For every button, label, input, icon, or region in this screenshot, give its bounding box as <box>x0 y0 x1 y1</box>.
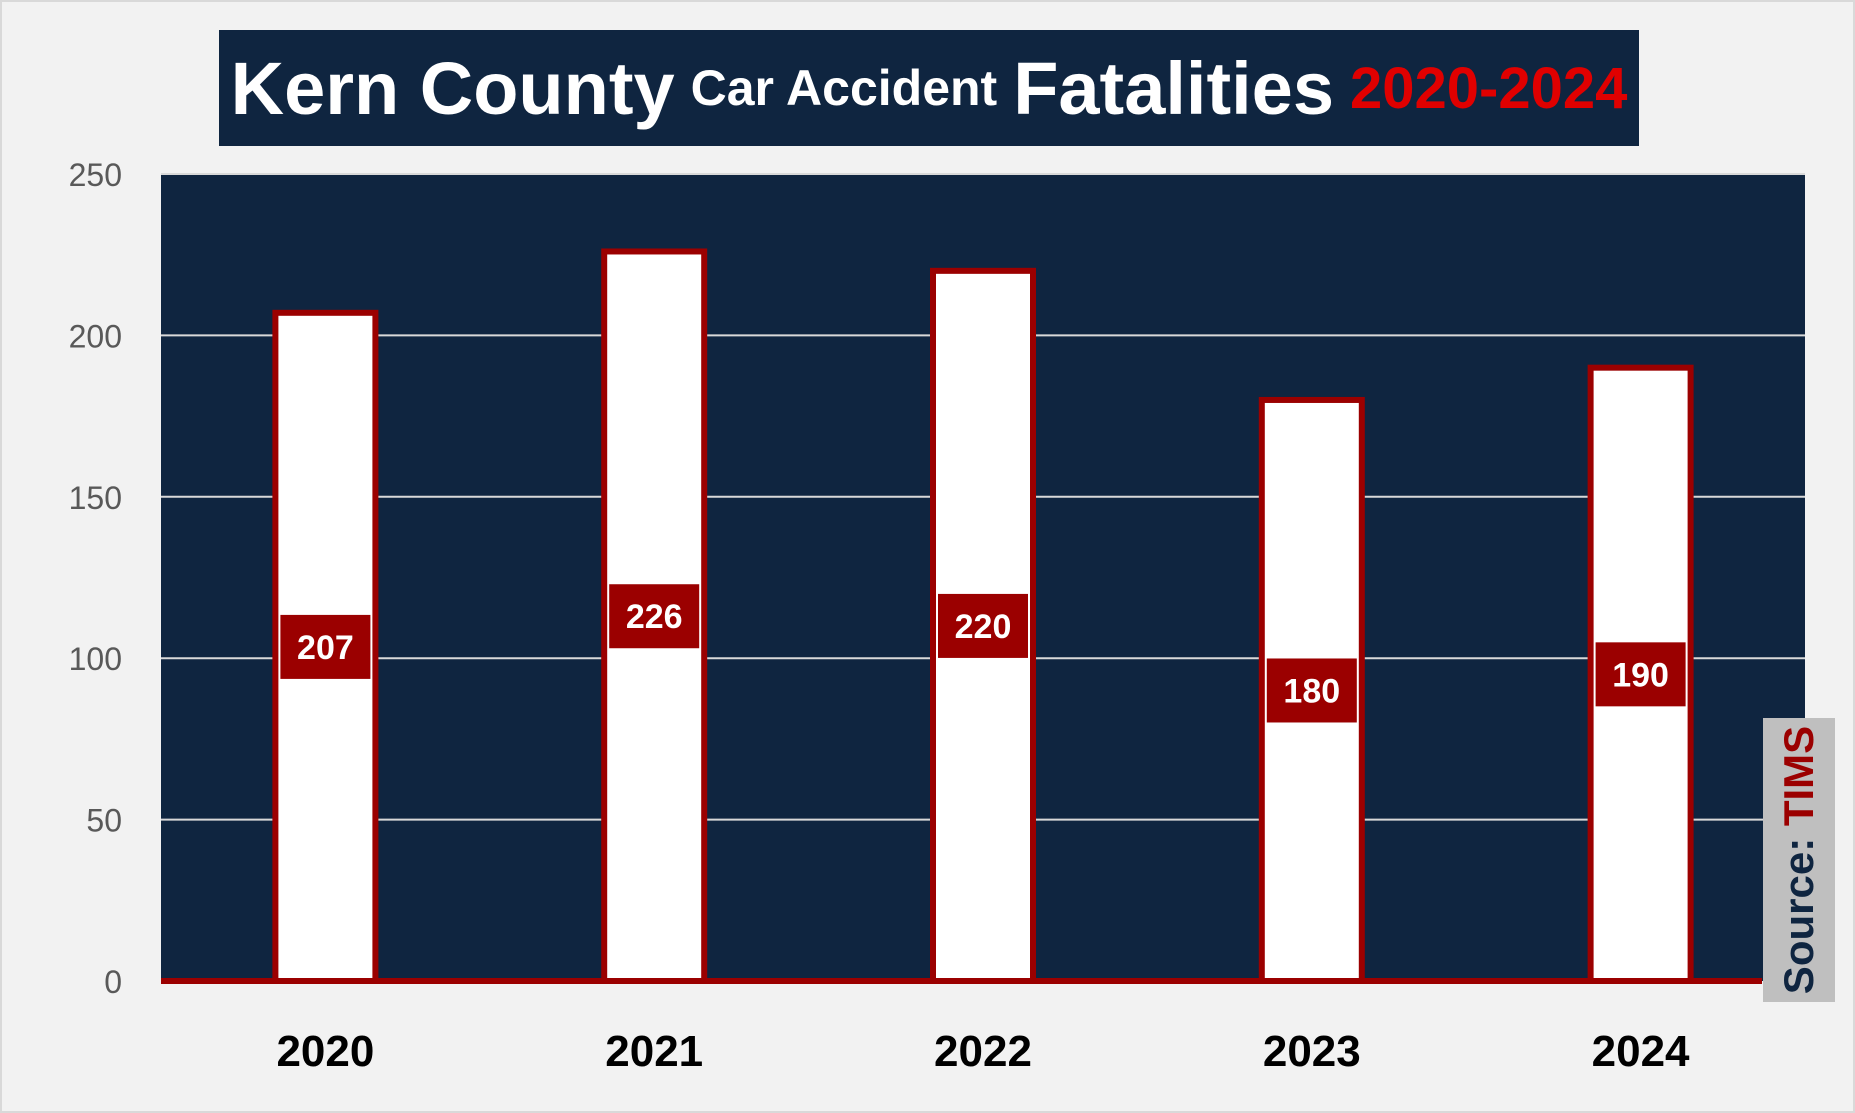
data-label: 190 <box>1612 656 1669 694</box>
data-label: 180 <box>1283 672 1340 710</box>
x-tick-label: 2022 <box>934 1027 1032 1076</box>
data-label-box <box>1266 658 1357 723</box>
title-part-1: Kern County <box>230 46 675 130</box>
y-tick-label: 250 <box>69 157 122 193</box>
data-label-box <box>609 584 700 649</box>
x-tick-label: 2021 <box>605 1027 703 1076</box>
source-box: Source: TIMS <box>1763 718 1835 1002</box>
data-label: 207 <box>297 629 354 667</box>
x-tick-label: 2024 <box>1592 1027 1690 1076</box>
x-tick-label: 2023 <box>1263 1027 1361 1076</box>
title-part-4: 2020-2024 <box>1350 55 1628 121</box>
x-tick-label: 2020 <box>276 1027 374 1076</box>
title-part-3: Fatalities <box>1013 46 1334 130</box>
y-tick-label: 50 <box>86 803 122 839</box>
source-value: TIMS <box>1775 725 1822 827</box>
y-tick-label: 0 <box>104 964 122 1000</box>
data-label-box <box>938 593 1028 658</box>
source-text: Source: TIMS <box>1775 726 1823 994</box>
data-label: 226 <box>626 598 683 636</box>
data-label-box <box>280 614 371 679</box>
y-tick-label: 150 <box>69 480 122 516</box>
chart-title: Kern County Car Accident Fatalities 2020… <box>219 30 1639 146</box>
y-tick-label: 100 <box>69 641 122 677</box>
source-label: Source: <box>1775 837 1822 995</box>
data-label-box <box>1595 642 1686 707</box>
title-part-2: Car Accident <box>690 60 998 116</box>
data-label: 220 <box>955 608 1012 646</box>
y-tick-label: 200 <box>69 318 122 354</box>
